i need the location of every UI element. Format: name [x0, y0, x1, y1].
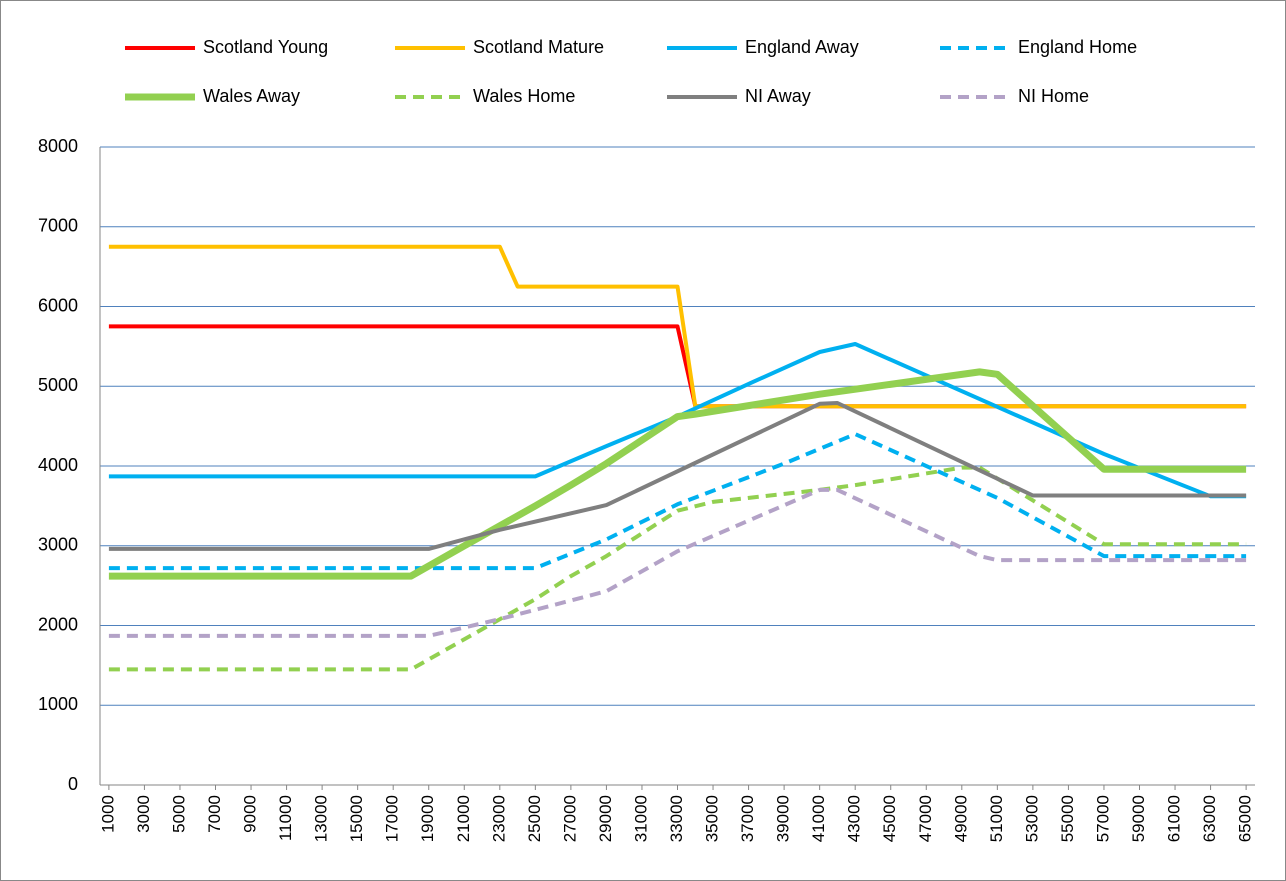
x-tick-label: 39000	[774, 795, 793, 842]
legend-label: NI Away	[745, 86, 811, 106]
legend-label: Wales Home	[473, 86, 575, 106]
y-tick-label: 2000	[38, 614, 78, 634]
x-tick-label: 53000	[1022, 795, 1041, 842]
x-tick-label: 25000	[525, 795, 544, 842]
series-line	[108, 401, 1247, 551]
x-tick-label: 49000	[951, 795, 970, 842]
y-tick-label: 3000	[38, 535, 78, 555]
y-tick-label: 1000	[38, 694, 78, 714]
x-tick-label: 41000	[809, 795, 828, 842]
legend-label: Wales Away	[203, 86, 300, 106]
x-tick-label: 19000	[418, 795, 437, 842]
series-line	[108, 465, 1247, 672]
y-tick-label: 8000	[38, 136, 78, 156]
y-tick-label: 7000	[38, 216, 78, 236]
x-tick-label: 21000	[454, 795, 473, 842]
y-tick-label: 4000	[38, 455, 78, 475]
x-tick-label: 57000	[1093, 795, 1112, 842]
y-tick-label: 0	[68, 774, 78, 794]
legend-label: England Home	[1018, 37, 1137, 57]
x-tick-label: 13000	[312, 795, 331, 842]
x-tick-label: 29000	[596, 795, 615, 842]
x-tick-label: 15000	[347, 795, 366, 842]
series-line	[108, 342, 1247, 499]
x-tick-label: 63000	[1200, 795, 1219, 842]
legend-label: Scotland Mature	[473, 37, 604, 57]
x-tick-label: 37000	[738, 795, 757, 842]
series-line	[108, 368, 1247, 580]
x-tick-label: 65000	[1236, 795, 1255, 842]
x-tick-label: 27000	[560, 795, 579, 842]
legend-label: NI Home	[1018, 86, 1089, 106]
x-tick-label: 5000	[169, 795, 188, 833]
x-tick-label: 55000	[1058, 795, 1077, 842]
series-line	[108, 432, 1247, 571]
x-tick-label: 61000	[1165, 795, 1184, 842]
y-tick-label: 5000	[38, 375, 78, 395]
series-line	[108, 244, 1247, 409]
x-tick-label: 11000	[276, 795, 295, 841]
y-tick-label: 6000	[38, 295, 78, 315]
series-line	[108, 487, 1247, 638]
x-tick-label: 33000	[667, 795, 686, 842]
x-tick-label: 31000	[631, 795, 650, 842]
x-tick-label: 3000	[134, 795, 153, 833]
x-tick-label: 47000	[916, 795, 935, 842]
x-tick-label: 35000	[703, 795, 722, 842]
legend-label: England Away	[745, 37, 859, 57]
x-tick-label: 43000	[845, 795, 864, 842]
x-tick-label: 17000	[383, 795, 402, 842]
legend-label: Scotland Young	[203, 37, 328, 57]
x-tick-label: 45000	[880, 795, 899, 842]
x-tick-label: 23000	[489, 795, 508, 842]
x-tick-label: 1000	[98, 795, 117, 833]
x-tick-label: 59000	[1129, 795, 1148, 842]
x-tick-label: 51000	[987, 795, 1006, 842]
x-tick-label: 7000	[205, 795, 224, 833]
x-tick-label: 9000	[241, 795, 260, 833]
